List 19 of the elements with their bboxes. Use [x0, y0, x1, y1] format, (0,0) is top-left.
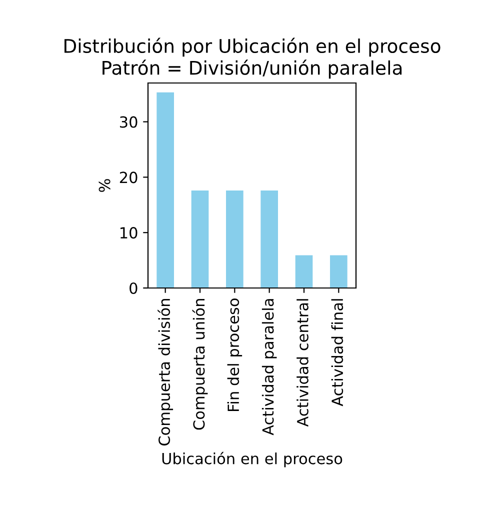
- bar: [226, 190, 244, 288]
- y-tick-label: 30: [120, 116, 138, 128]
- y-tick-label: 20: [120, 172, 138, 184]
- y-axis-title: %: [98, 179, 110, 192]
- y-tick-label: 10: [120, 227, 138, 239]
- bar: [295, 255, 313, 288]
- x-tick-label: Actividad paralela: [262, 299, 277, 436]
- bar: [260, 190, 278, 288]
- x-tick-label: Compuerta división: [158, 299, 174, 446]
- x-axis-title: Ubicación en el proceso: [162, 452, 342, 468]
- x-tick-label: Fin del proceso: [227, 298, 242, 411]
- x-tick-label: Compuerta unión: [192, 299, 208, 430]
- x-tick-label: Actividad central: [296, 299, 308, 427]
- bar: [156, 92, 174, 288]
- bar: [191, 190, 209, 288]
- bar: [330, 255, 348, 288]
- y-tick-label: 0: [130, 282, 138, 294]
- x-tick-label: Actividad final: [331, 299, 344, 406]
- chart-title: Distribución por Ubicación en el proceso Patrón = División/unión paralela: [64, 38, 440, 79]
